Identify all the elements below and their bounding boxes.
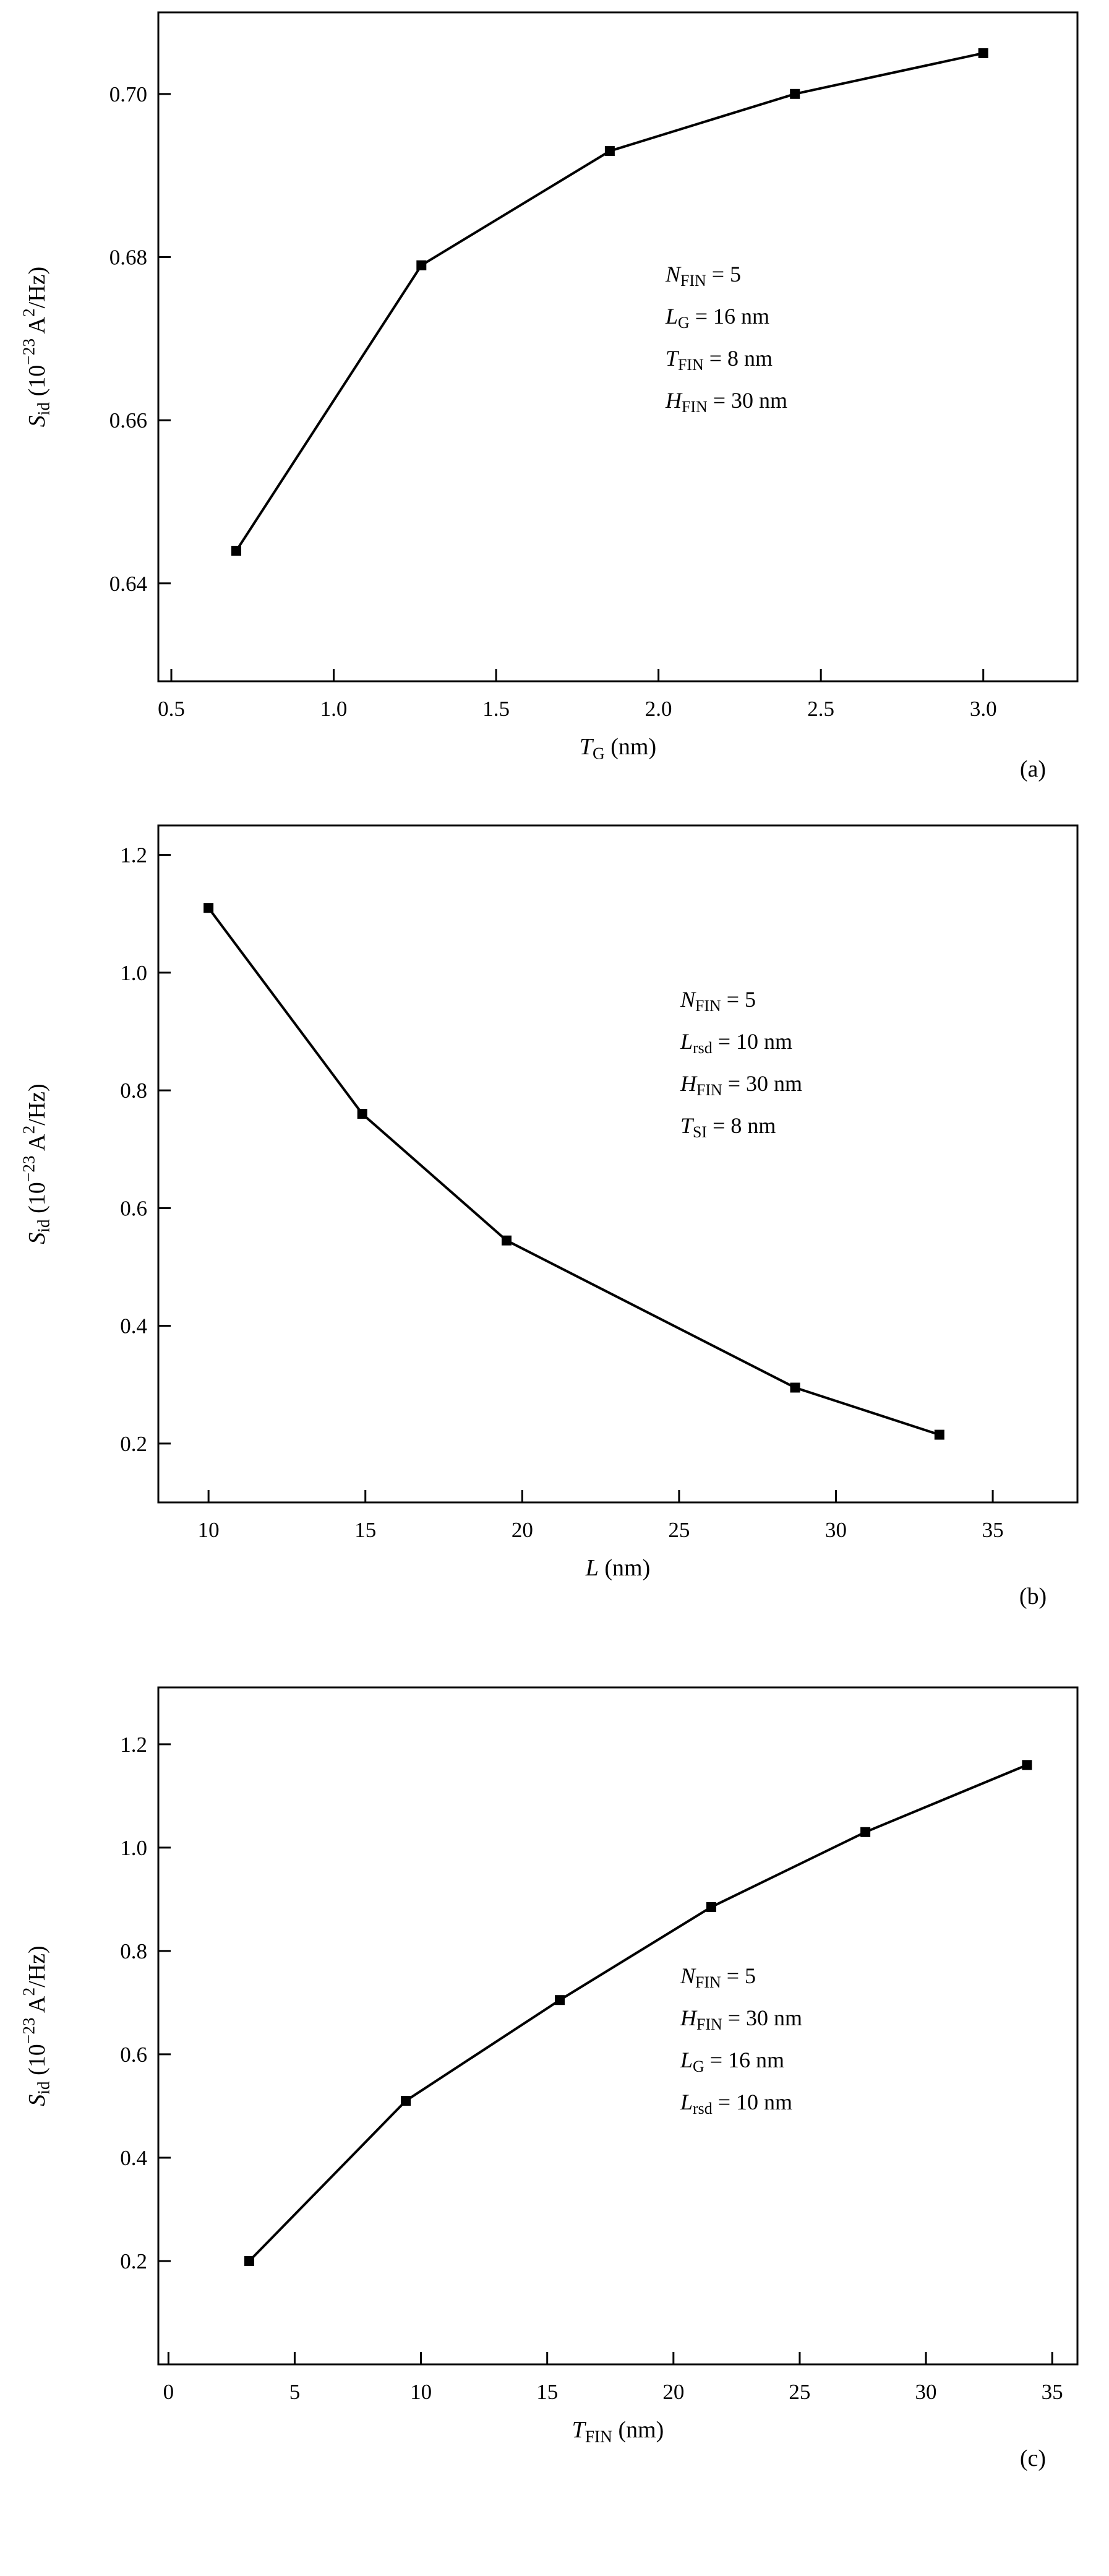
chart-b: 10 15 20 25 30 35 0.2 0.4 0.6 0.8 1.0 1.2 L (nm) Sid … — [19, 824, 1079, 1609]
y-tick-label: 0.2 — [120, 2249, 147, 2273]
annotation-line: TSI = 8 nm — [680, 1113, 776, 1141]
annotation-line: HFIN = 30 nm — [680, 2005, 802, 2033]
x-tick-label: 35 — [982, 1518, 1004, 1542]
y-tick-label: 0.2 — [120, 1432, 147, 1456]
y-tick-label: 0.8 — [120, 1079, 147, 1103]
x-tick-label: 0 — [163, 2380, 174, 2404]
data-point-marker — [790, 1382, 800, 1393]
data-point-marker — [860, 1827, 871, 1837]
y-axis-label: Sid (10−23 A2/Hz) — [19, 1945, 53, 2106]
x-tick-label: 5 — [289, 2380, 301, 2404]
x-tick-label: 30 — [915, 2380, 937, 2404]
x-tick-label: 10 — [198, 1518, 220, 1542]
y-axis-label: Sid (10−23 A2/Hz) — [19, 267, 53, 427]
data-line — [248, 1764, 1028, 2262]
x-tick-label: 25 — [668, 1518, 690, 1542]
x-tick-label: 30 — [825, 1518, 847, 1542]
x-tick-label: 15 — [354, 1518, 376, 1542]
x-axis-label: TG (nm) — [580, 734, 656, 763]
x-tick-label: 20 — [662, 2380, 684, 2404]
x-tick-label: 25 — [789, 2380, 810, 2404]
y-tick-label: 1.0 — [120, 961, 147, 985]
y-tick-label: 0.64 — [109, 572, 147, 596]
annotation-line: Lrsd = 10 nm — [680, 1029, 792, 1057]
data-point-marker — [401, 2096, 411, 2106]
x-tick-label: 3.0 — [970, 697, 997, 721]
annotation-line: NFIN = 5 — [665, 262, 741, 290]
x-tick-label: 1.0 — [320, 697, 348, 721]
annotation-line: Lrsd = 10 nm — [680, 2090, 792, 2117]
data-point-marker — [416, 260, 427, 270]
panel-label: (c) — [1020, 2445, 1046, 2471]
data-point-marker — [790, 88, 800, 99]
data-point-marker — [502, 1235, 512, 1246]
y-tick-label: 0.6 — [120, 1196, 147, 1220]
chart-a: 0.5 1.0 1.5 2.0 2.5 3.0 0.64 0.66 0.68 0.70 TG (nm… — [19, 11, 1079, 782]
annotation-line: NFIN = 5 — [680, 987, 756, 1015]
chart-panel-a: 0.5 1.0 1.5 2.0 2.5 3.0 0.64 0.66 0.68 0.70 TG (nm… — [0, 0, 1109, 799]
x-axis-label: TFIN (nm) — [572, 2417, 664, 2446]
chart-panel-b: 10 15 20 25 30 35 0.2 0.4 0.6 0.8 1.0 1.2 L (nm) Sid … — [0, 799, 1109, 1661]
x-tick-label: 0.5 — [158, 697, 185, 721]
y-tick-label: 0.68 — [109, 245, 147, 269]
x-axis-label: L (nm) — [585, 1555, 651, 1581]
data-point-marker — [231, 546, 241, 556]
y-tick-label: 0.4 — [120, 2146, 147, 2170]
data-point-marker — [244, 2256, 254, 2266]
x-tick-label: 2.5 — [807, 697, 834, 721]
annotation-line: TFIN = 8 nm — [666, 346, 773, 374]
chart-c: 0 5 10 15 20 25 30 35 0.2 0.4 0.6 0.8 1.0 1.2 TFIN (nm… — [19, 1686, 1079, 2471]
data-point-marker — [706, 1902, 716, 1912]
data-line — [207, 907, 940, 1436]
y-axis-label: Sid (10−23 A2/Hz) — [19, 1083, 53, 1244]
chart-panel-c: 0 5 10 15 20 25 30 35 0.2 0.4 0.6 0.8 1.0 1.2 TFIN (nm… — [0, 1661, 1109, 2576]
x-tick-label: 2.0 — [645, 697, 672, 721]
plot-box — [157, 1686, 1079, 2366]
y-tick-label: 1.2 — [120, 1733, 147, 1757]
annotation-line: NFIN = 5 — [680, 1963, 756, 1991]
panel-label: (b) — [1019, 1583, 1047, 1609]
annotation-line: HFIN = 30 nm — [665, 388, 787, 416]
y-tick-label: 0.70 — [109, 82, 147, 106]
data-point-marker — [357, 1109, 367, 1119]
panel-label: (a) — [1020, 756, 1046, 782]
data-point-marker — [1022, 1760, 1032, 1770]
data-point-marker — [203, 903, 214, 913]
x-tick-label: 35 — [1042, 2380, 1063, 2404]
data-point-marker — [978, 48, 988, 58]
data-point-marker — [934, 1429, 944, 1440]
x-tick-label: 20 — [512, 1518, 533, 1542]
y-tick-label: 0.6 — [120, 2043, 147, 2067]
data-line — [235, 51, 984, 552]
data-point-marker — [555, 1995, 565, 2005]
y-tick-label: 1.0 — [120, 1836, 147, 1860]
plot-box — [157, 824, 1079, 1504]
annotation-line: HFIN = 30 nm — [680, 1071, 802, 1099]
x-tick-label: 10 — [410, 2380, 432, 2404]
annotation-line: LG = 16 nm — [680, 2048, 784, 2075]
y-tick-label: 1.2 — [120, 843, 147, 868]
plot-box — [157, 11, 1079, 683]
y-tick-label: 0.8 — [120, 1939, 147, 1963]
y-tick-label: 0.4 — [120, 1314, 147, 1338]
x-tick-label: 15 — [536, 2380, 558, 2404]
annotation-line: LG = 16 nm — [665, 304, 769, 332]
y-tick-label: 0.66 — [109, 408, 147, 433]
x-tick-label: 1.5 — [482, 697, 510, 721]
data-point-marker — [604, 146, 615, 157]
